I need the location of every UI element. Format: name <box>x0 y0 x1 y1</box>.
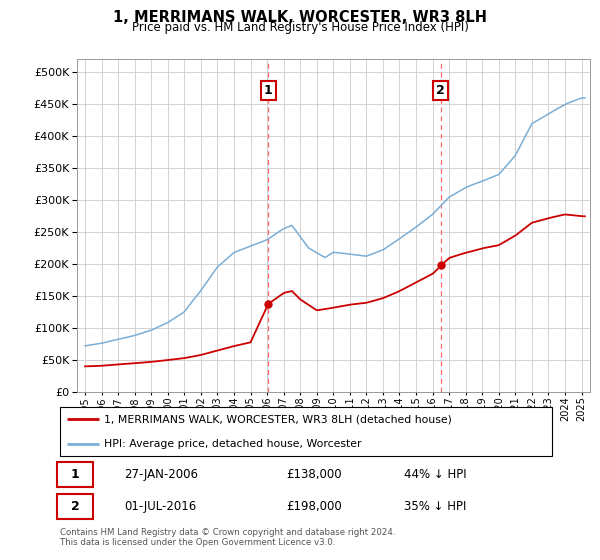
Text: 01-JUL-2016: 01-JUL-2016 <box>124 501 196 514</box>
Text: 2: 2 <box>71 501 79 514</box>
Text: 27-JAN-2006: 27-JAN-2006 <box>124 468 198 480</box>
Text: 1, MERRIMANS WALK, WORCESTER, WR3 8LH (detached house): 1, MERRIMANS WALK, WORCESTER, WR3 8LH (d… <box>104 414 452 424</box>
Text: 1: 1 <box>71 468 79 480</box>
Text: Price paid vs. HM Land Registry's House Price Index (HPI): Price paid vs. HM Land Registry's House … <box>131 21 469 34</box>
Text: £198,000: £198,000 <box>286 501 342 514</box>
Text: 2: 2 <box>436 84 445 97</box>
Text: 44% ↓ HPI: 44% ↓ HPI <box>404 468 467 480</box>
Text: 35% ↓ HPI: 35% ↓ HPI <box>404 501 467 514</box>
Text: Contains HM Land Registry data © Crown copyright and database right 2024.
This d: Contains HM Land Registry data © Crown c… <box>60 528 395 547</box>
FancyBboxPatch shape <box>56 461 94 487</box>
Text: 1, MERRIMANS WALK, WORCESTER, WR3 8LH: 1, MERRIMANS WALK, WORCESTER, WR3 8LH <box>113 10 487 25</box>
Text: £138,000: £138,000 <box>286 468 342 480</box>
FancyBboxPatch shape <box>56 494 94 520</box>
Text: 1: 1 <box>264 84 272 97</box>
Text: HPI: Average price, detached house, Worcester: HPI: Average price, detached house, Worc… <box>104 439 362 449</box>
